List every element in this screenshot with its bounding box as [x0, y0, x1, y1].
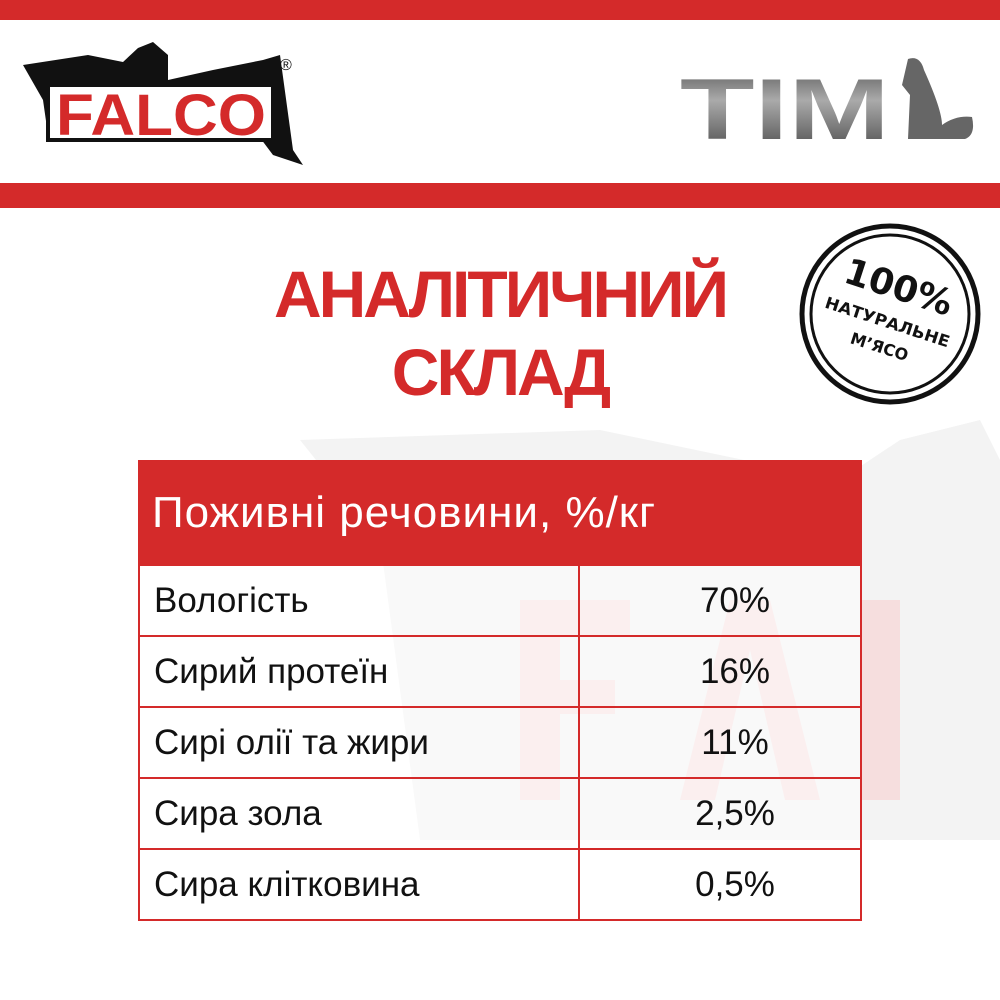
- nutrient-value: 11%: [701, 722, 769, 762]
- falco-logo: FALCO ®: [23, 42, 303, 165]
- tim-logo-text: TIM: [680, 62, 890, 145]
- top-red-bar: [0, 0, 1000, 20]
- registered-mark: ®: [280, 57, 292, 74]
- nutrient-table: Поживні речовини, %/кг Вологість 70% Сир…: [138, 460, 862, 921]
- table-row: Вологість 70%: [140, 564, 860, 635]
- title-line-2: СКЛАД: [391, 335, 611, 409]
- nutrient-name: Сира клітковина: [140, 850, 580, 919]
- nutrient-value: 16%: [699, 651, 771, 691]
- tim-logo: TIM: [680, 58, 974, 145]
- nutrient-value: 2,5%: [695, 793, 775, 833]
- table-row: Сирий протеїн 16%: [140, 635, 860, 706]
- falco-logo-text: FALCO: [56, 83, 266, 148]
- table-row: Сирі олії та жири 11%: [140, 706, 860, 777]
- nutrient-name: Сирий протеїн: [140, 637, 580, 706]
- dog-icon: [902, 58, 974, 139]
- table-row: Сира клітковина 0,5%: [140, 848, 860, 919]
- table-header: Поживні речовини, %/кг: [140, 462, 860, 564]
- header-red-bar: [0, 183, 1000, 208]
- nutrient-value: 70%: [699, 580, 771, 620]
- table-row: Сира зола 2,5%: [140, 777, 860, 848]
- title-line-1: АНАЛІТИЧНИЙ: [273, 257, 729, 331]
- nutrient-value: 0,5%: [695, 864, 775, 904]
- nutrient-name: Вологість: [140, 566, 580, 635]
- natural-meat-stamp: 100% НАТУРАЛЬНЕ М’ЯСО: [799, 223, 981, 405]
- nutrient-name: Сира зола: [140, 779, 580, 848]
- nutrient-name: Сирі олії та жири: [140, 708, 580, 777]
